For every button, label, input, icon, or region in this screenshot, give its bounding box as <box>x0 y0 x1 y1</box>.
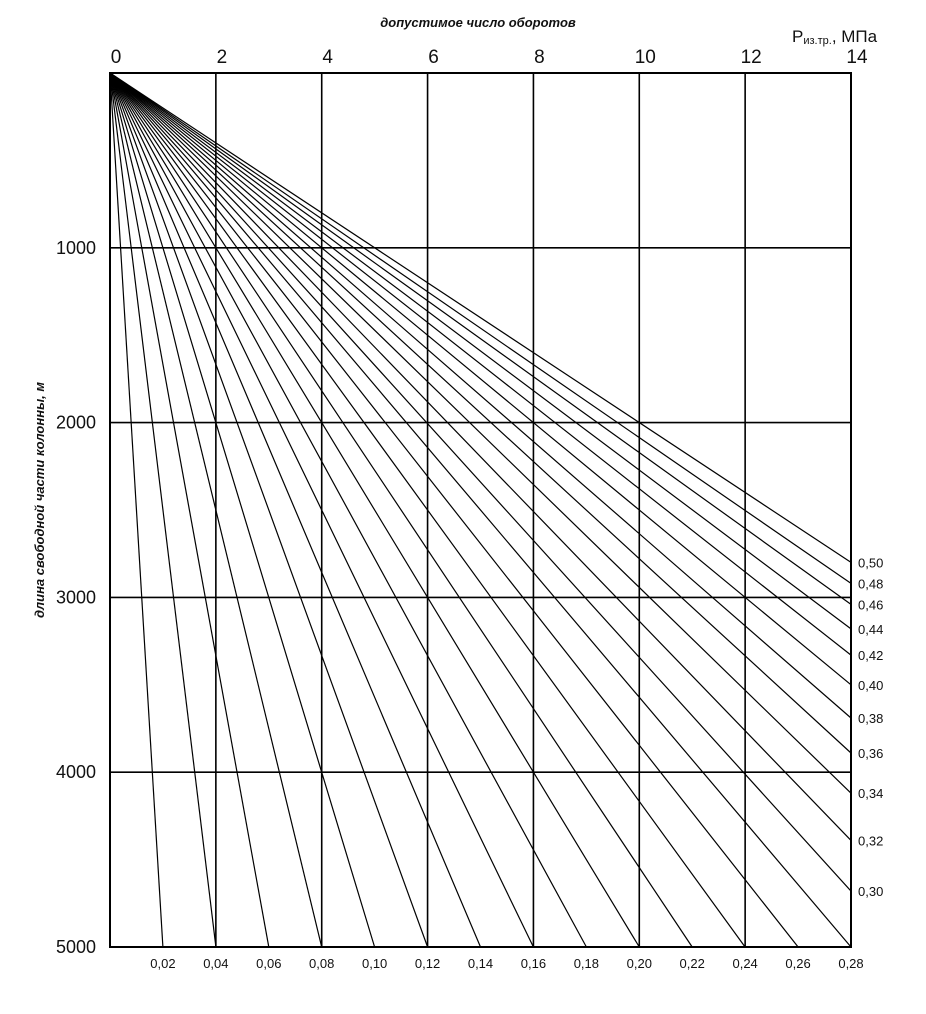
y-axis-title: длина свободной части колонны, м <box>32 382 47 618</box>
series-line <box>109 72 852 605</box>
series-line <box>109 72 852 656</box>
series-line <box>109 72 323 948</box>
series-label: 0,38 <box>858 711 883 726</box>
series-label: 0,08 <box>309 956 334 971</box>
y-tick-label: 1000 <box>56 238 96 258</box>
x-tick-label: 10 <box>635 47 656 68</box>
series-lines <box>109 72 852 948</box>
series-line <box>109 72 640 948</box>
x-tick-label: 0 <box>111 47 122 68</box>
series-line <box>109 72 852 948</box>
series-line <box>109 72 270 948</box>
series-label: 0,06 <box>256 956 281 971</box>
series-label: 0,28 <box>838 956 863 971</box>
x-tick-label: 14 <box>846 47 868 68</box>
series-line <box>109 72 852 841</box>
series-label: 0,48 <box>858 576 883 591</box>
series-line <box>109 72 534 948</box>
series-label: 0,40 <box>858 678 883 693</box>
series-label: 0,50 <box>858 555 883 570</box>
series-line <box>109 72 693 948</box>
x-tick-label: 6 <box>428 47 439 68</box>
unit-suffix: , МПа <box>832 27 878 46</box>
series-line <box>109 72 852 563</box>
series-label: 0,26 <box>785 956 810 971</box>
series-line <box>109 72 852 892</box>
series-label: 0,20 <box>627 956 652 971</box>
y-tick-label: 5000 <box>56 937 96 957</box>
x-tick-label: 8 <box>534 47 545 68</box>
series-line <box>109 72 852 794</box>
series-line <box>109 72 852 686</box>
left-axis-ticks: 1000 2000 3000 4000 5000 <box>56 238 96 957</box>
y-tick-label: 3000 <box>56 587 96 607</box>
x-tick-label: 2 <box>217 47 228 68</box>
series-label: 0,22 <box>680 956 705 971</box>
series-line <box>109 72 746 948</box>
x-axis-title: допустимое число оборотов <box>380 15 576 30</box>
series-label: 0,44 <box>858 622 883 637</box>
x-tick-label: 4 <box>322 47 333 68</box>
series-label: 0,42 <box>858 648 883 663</box>
series-label: 0,32 <box>858 833 883 848</box>
series-label: 0,30 <box>858 884 883 899</box>
y-tick-label: 4000 <box>56 762 96 782</box>
right-series-labels: 0,30 0,32 0,34 0,36 0,38 0,40 0,42 0,44 0,46 0,48… <box>858 555 883 899</box>
series-label: 0,16 <box>521 956 546 971</box>
unit-symbol: P <box>792 27 803 46</box>
series-line <box>109 72 852 719</box>
series-label: 0,12 <box>415 956 440 971</box>
bottom-series-labels: 0,02 0,04 0,06 0,08 0,10 0,12 0,14 0,16 0,18 0,20… <box>150 956 863 971</box>
series-line <box>109 72 852 754</box>
series-line <box>109 72 482 948</box>
series-label: 0,36 <box>858 746 883 761</box>
series-line <box>109 72 852 584</box>
series-label: 0,18 <box>574 956 599 971</box>
series-label: 0,02 <box>150 956 175 971</box>
series-line <box>109 72 429 948</box>
y-tick-label: 2000 <box>56 413 96 433</box>
series-label: 0,14 <box>468 956 493 971</box>
series-label: 0,34 <box>858 786 883 801</box>
series-line <box>109 72 217 948</box>
series-line <box>109 72 852 630</box>
series-line <box>109 72 587 948</box>
series-label: 0,24 <box>732 956 757 971</box>
series-label: 0,46 <box>858 597 883 612</box>
series-label: 0,10 <box>362 956 387 971</box>
series-line <box>109 72 164 948</box>
x-tick-label: 12 <box>741 47 762 68</box>
series-label: 0,04 <box>203 956 228 971</box>
series-line <box>109 72 799 948</box>
top-axis-ticks: 0 2 4 6 8 10 12 14 <box>111 47 868 68</box>
x-unit-label: Pиз.тр., МПа <box>792 27 878 47</box>
series-line <box>109 72 376 948</box>
unit-subscript: из.тр. <box>803 35 831 47</box>
